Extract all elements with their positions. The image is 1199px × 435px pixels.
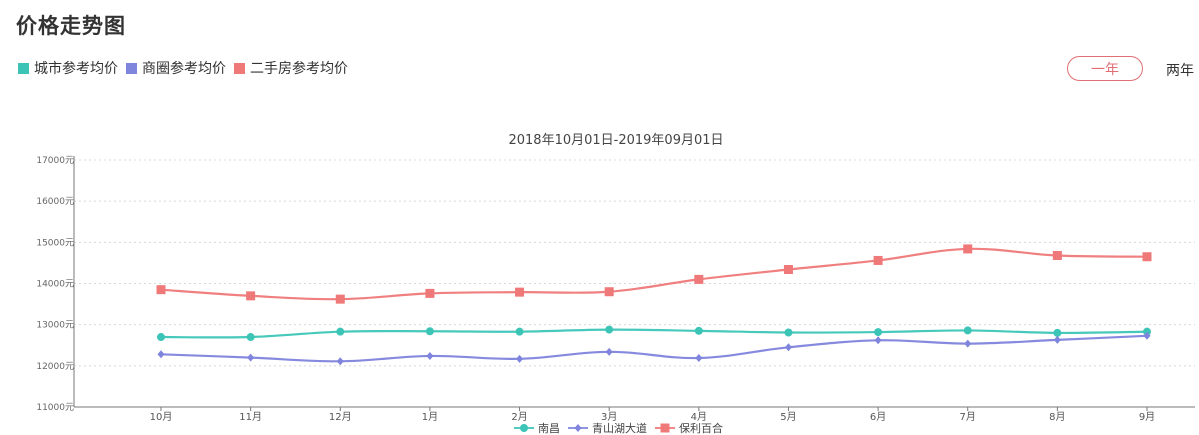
x-tick-label: 9月 xyxy=(1139,411,1155,423)
legend-marker-0[interactable] xyxy=(520,424,528,432)
legend-district-label: 商圈参考均价 xyxy=(142,61,226,77)
x-tick-label: 3月 xyxy=(601,411,617,423)
y-tick-label: 12000元 xyxy=(36,362,74,372)
x-tick-label: 8月 xyxy=(1049,411,1065,423)
legend-label-0[interactable]: 南昌 xyxy=(538,422,560,435)
series-line-1 xyxy=(160,334,1148,363)
data-point-s0-10[interactable] xyxy=(1053,328,1062,337)
data-point-s1-9[interactable] xyxy=(964,339,972,348)
data-point-s2-3[interactable] xyxy=(425,288,435,298)
data-point-s2-2[interactable] xyxy=(335,294,345,304)
data-point-s1-8[interactable] xyxy=(874,336,882,345)
legend-city-label: 城市参考均价 xyxy=(34,61,118,77)
data-point-s0-2[interactable] xyxy=(336,327,345,336)
two-year-button[interactable]: 两年 xyxy=(1166,63,1194,79)
data-point-s1-1[interactable] xyxy=(247,353,255,362)
data-point-s0-0[interactable] xyxy=(157,333,165,342)
data-point-s1-2[interactable] xyxy=(336,357,344,366)
legend-resale-label: 二手房参考均价 xyxy=(250,61,348,77)
legend-district[interactable]: 商圈参考均价 xyxy=(126,58,226,78)
data-point-s1-11[interactable] xyxy=(1143,331,1151,340)
data-point-s1-10[interactable] xyxy=(1053,335,1061,344)
data-point-s2-4[interactable] xyxy=(515,287,525,297)
data-point-s0-6[interactable] xyxy=(694,326,703,335)
y-tick-label: 11000元 xyxy=(36,403,74,413)
legend-city[interactable]: 城市参考均价 xyxy=(18,58,118,78)
y-tick-label: 14000元 xyxy=(36,280,74,290)
y-tick-label: 13000元 xyxy=(36,321,74,331)
data-point-s1-6[interactable] xyxy=(695,354,703,363)
data-point-s0-3[interactable] xyxy=(425,327,434,336)
chart-title: 2018年10月01日-2019年09月01日 xyxy=(508,133,723,148)
legend-district-swatch xyxy=(126,62,137,74)
legend-resale[interactable]: 二手房参考均价 xyxy=(234,58,348,78)
data-point-s0-4[interactable] xyxy=(515,327,524,336)
data-point-s2-10[interactable] xyxy=(1052,251,1062,261)
data-point-s2-7[interactable] xyxy=(783,265,793,275)
x-tick-label: 1月 xyxy=(422,411,438,423)
top-legend: 城市参考均价 商圈参考均价 二手房参考均价 xyxy=(18,58,356,78)
legend-resale-swatch xyxy=(234,62,245,74)
legend-label-2[interactable]: 保利百合 xyxy=(679,421,723,435)
legend-label-1[interactable]: 青山湖大道 xyxy=(592,421,647,435)
x-tick-label: 6月 xyxy=(870,411,886,423)
data-point-s0-11[interactable] xyxy=(1143,327,1151,336)
x-tick-label: 7月 xyxy=(960,411,976,423)
x-tick-label: 10月 xyxy=(150,411,173,423)
series-line-2 xyxy=(160,247,1148,301)
data-point-s1-3[interactable] xyxy=(426,351,434,360)
x-tick-label: 2月 xyxy=(511,411,527,423)
legend-city-swatch xyxy=(18,62,29,74)
data-point-s2-9[interactable] xyxy=(963,244,973,254)
x-tick-label: 4月 xyxy=(691,411,707,423)
legend-marker-2[interactable] xyxy=(660,423,670,433)
data-point-s0-7[interactable] xyxy=(784,328,793,337)
data-point-s2-5[interactable] xyxy=(604,287,614,297)
data-point-s0-8[interactable] xyxy=(874,328,883,337)
page-title: 价格走势图 xyxy=(16,14,126,38)
legend-marker-1[interactable] xyxy=(574,424,582,432)
y-tick-label: 15000元 xyxy=(36,238,74,248)
data-point-s2-11[interactable] xyxy=(1142,252,1152,262)
data-point-s2-0[interactable] xyxy=(156,285,166,295)
y-tick-label: 16000元 xyxy=(36,197,74,207)
x-tick-label: 11月 xyxy=(239,411,262,423)
data-point-s1-5[interactable] xyxy=(605,347,613,356)
data-point-s0-1[interactable] xyxy=(246,333,255,342)
y-tick-label: 17000元 xyxy=(36,156,74,166)
data-point-s0-5[interactable] xyxy=(605,325,614,334)
x-tick-label: 5月 xyxy=(780,411,796,423)
data-point-s1-0[interactable] xyxy=(157,350,165,359)
series-line-0 xyxy=(160,328,1148,339)
x-tick-label: 12月 xyxy=(329,411,352,423)
data-point-s1-7[interactable] xyxy=(784,343,792,352)
one-year-button[interactable]: 一年 xyxy=(1067,56,1143,81)
data-point-s2-1[interactable] xyxy=(246,291,256,301)
data-point-s2-6[interactable] xyxy=(694,274,704,284)
data-point-s2-8[interactable] xyxy=(873,255,883,265)
data-point-s0-9[interactable] xyxy=(963,326,972,335)
data-point-s1-4[interactable] xyxy=(516,354,524,363)
